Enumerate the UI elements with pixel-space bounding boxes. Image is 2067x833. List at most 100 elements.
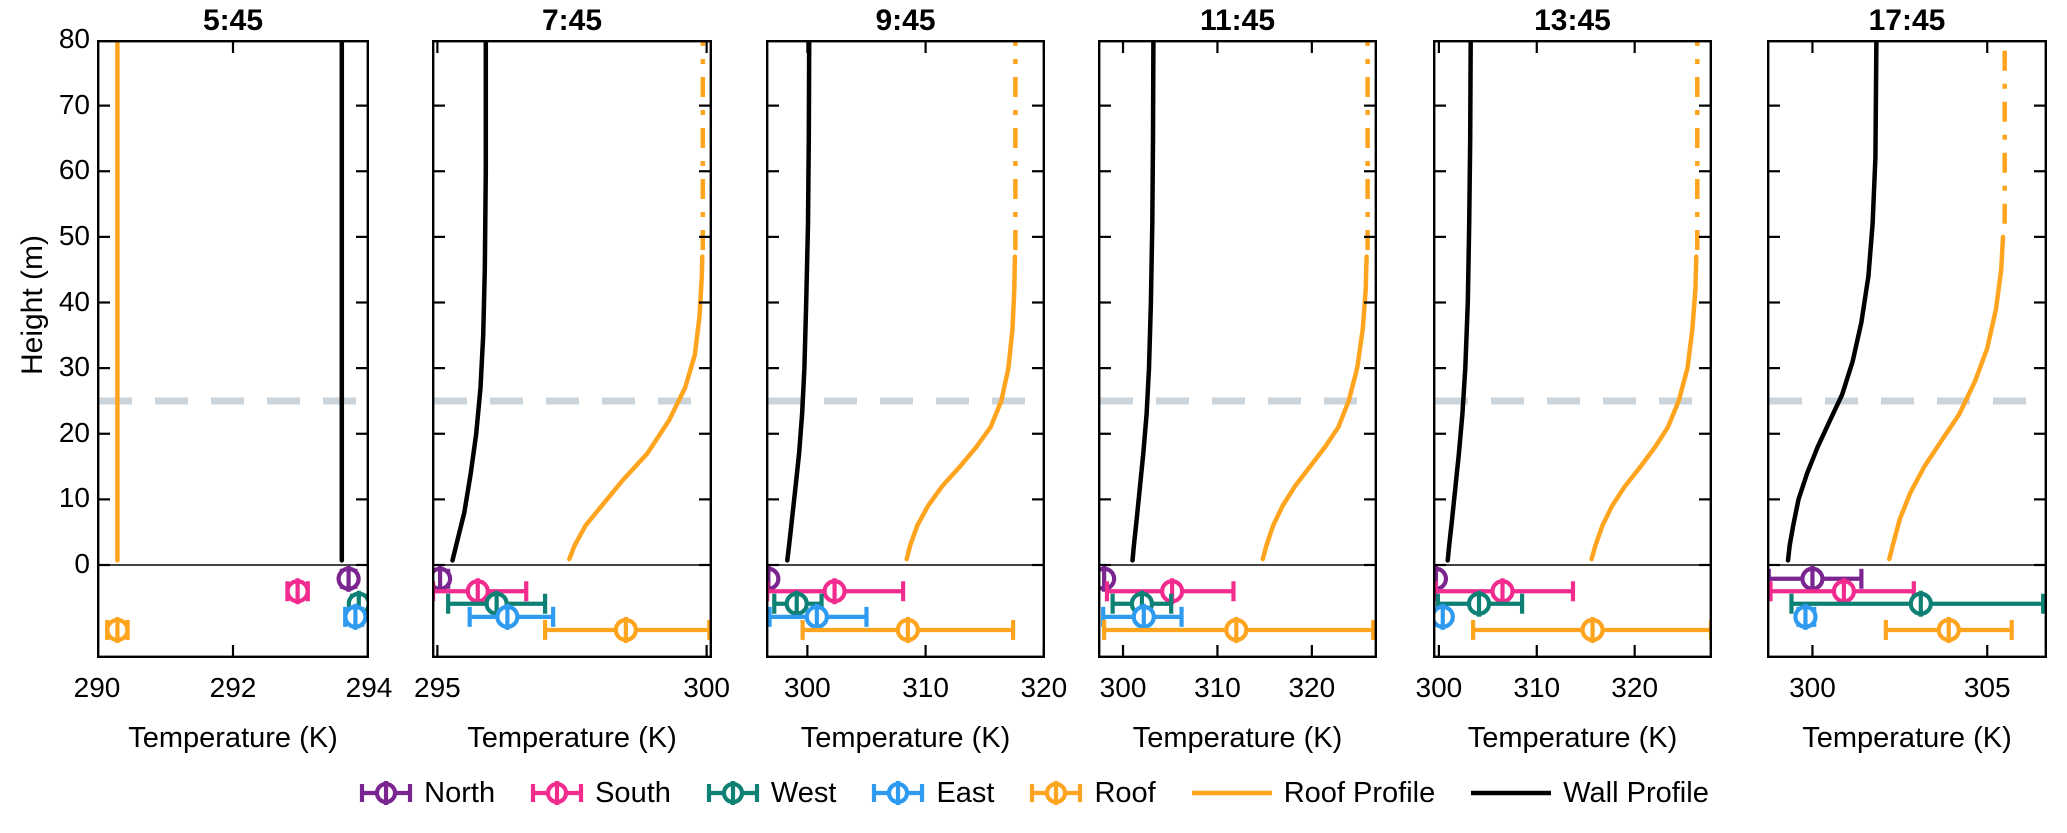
errorbar-marker-icon: [872, 781, 925, 805]
panel-title: 5:45: [202, 4, 264, 37]
x-tick-label: 294: [345, 672, 393, 703]
y-tick-label: 80: [58, 23, 90, 54]
x-tick-label: 295: [414, 672, 461, 703]
axes-box: [1767, 40, 2047, 658]
panel-945: 9:45 Temperature (K) 300 310 320: [766, 0, 1067, 833]
roof-profile-curve: [1589, 254, 1699, 562]
y-tick-label: 30: [58, 351, 90, 383]
x-tick-label: 310: [1513, 672, 1561, 703]
x-axis-label: Temperature (K): [1802, 722, 2012, 754]
x-axis-label: Temperature (K): [800, 722, 1011, 754]
marker-east: [1433, 603, 1455, 630]
legend-item-west: West: [705, 776, 837, 810]
x-tick-label: 300: [784, 672, 831, 703]
y-tick-label: 20: [58, 416, 90, 448]
y-tick-label: 40: [58, 285, 90, 317]
marker-south: [285, 578, 310, 605]
roof-profile-curve: [1260, 254, 1369, 562]
errorbar-marker-icon: [530, 781, 584, 805]
x-axis-label: Temperature (K): [128, 722, 338, 754]
wall-profile-curve: [785, 40, 812, 563]
axes-box: [97, 40, 369, 658]
axes-box: [1098, 40, 1377, 658]
marker-west: [772, 590, 824, 617]
marker-east: [467, 603, 556, 630]
panel-plot: [97, 40, 369, 658]
marker-east: [1793, 603, 1818, 630]
marker-south: [766, 578, 906, 605]
panel-1345: 13:45 Temperature (K) 300 310 320: [1416, 0, 1712, 833]
wall-profile-curve: [1445, 40, 1473, 563]
x-axis-label: Temperature (K): [467, 722, 677, 754]
marker-east: [1101, 603, 1184, 630]
legend-item-south: South: [529, 776, 671, 810]
legend-item-roof: Roof: [1028, 776, 1156, 810]
errorbar-marker-icon: [360, 781, 413, 805]
wall-profile-curve: [1130, 40, 1156, 563]
marker-south: [1768, 578, 1916, 605]
panel-title: 11:45: [1199, 4, 1276, 37]
axes-box: [766, 40, 1045, 658]
panel-745: 7:45 Temperature (K) 295 300: [414, 0, 730, 833]
marker-north: [1098, 565, 1117, 592]
line-sample-icon: [1471, 790, 1552, 796]
roof-profile-curve: [567, 254, 705, 562]
marker-roof: [105, 616, 130, 643]
x-tick-label: 320: [1611, 672, 1659, 703]
legend-item-north: North: [358, 776, 495, 810]
panel-plot: [766, 40, 1045, 658]
legend-label: South: [595, 776, 671, 809]
panel-plot: [432, 40, 712, 658]
panel-1745: 17:45 Temperature (K) 300 305: [1767, 0, 2047, 833]
legend-label: East: [936, 776, 995, 809]
x-tick-label: 300: [1789, 672, 1836, 703]
y-tick-label: 0: [74, 548, 90, 579]
marker-roof: [1102, 616, 1376, 643]
marker-roof: [1471, 616, 1712, 643]
legend-item-east: East: [870, 776, 994, 810]
x-tick-label: 300: [1415, 672, 1463, 703]
legend-item-roof-profile: Roof Profile: [1190, 776, 1436, 810]
wall-profile-curve: [1785, 40, 1879, 563]
panel-title: 17:45: [1868, 4, 1946, 37]
x-tick-label: 305: [1963, 672, 2011, 703]
marker-east: [343, 603, 368, 630]
errorbar-marker-icon: [706, 781, 759, 805]
y-tick-label: 70: [58, 88, 90, 120]
x-tick-label: 310: [902, 672, 949, 703]
roof-profile-curve: [904, 254, 1018, 562]
roof-profile-curve: [1887, 234, 2006, 562]
y-tick-label: 60: [58, 154, 90, 186]
legend-label: Wall Profile: [1563, 776, 1709, 809]
x-tick-label: 300: [683, 672, 730, 703]
legend: North South West East Roof Roof Profile Wall P…: [0, 776, 2067, 810]
x-axis-label: Temperature (K): [1132, 722, 1343, 754]
marker-east: [767, 603, 869, 630]
x-axis-label: Temperature (K): [1467, 722, 1678, 754]
x-tick-label: 300: [1099, 672, 1147, 703]
x-tick-label: 320: [1020, 672, 1068, 703]
axes-box: [1433, 40, 1712, 658]
axes-box: [432, 40, 712, 658]
marker-roof: [542, 616, 712, 643]
legend-label: West: [770, 776, 837, 809]
legend-label: North: [424, 776, 496, 809]
legend-label: Roof Profile: [1283, 776, 1436, 809]
marker-roof: [1883, 616, 2014, 643]
legend-label: Roof: [1094, 776, 1156, 809]
line-sample-icon: [1191, 790, 1272, 796]
legend-item-wall-profile: Wall Profile: [1469, 776, 1709, 810]
panel-545: 5:45 Temperature (K) 290 292 294 0 10 20 30 40 50 6…: [59, 0, 393, 833]
errorbar-marker-icon: [1030, 781, 1083, 805]
panel-title: 7:45: [541, 4, 603, 37]
y-tick-label: 10: [58, 482, 90, 514]
x-tick-label: 320: [1288, 672, 1336, 703]
marker-north: [336, 565, 361, 592]
y-tick-label: 50: [58, 219, 90, 251]
panel-plot: [1767, 40, 2047, 658]
marker-west: [1789, 590, 2046, 617]
panel-plot: [1433, 40, 1712, 658]
wall-profile-curve: [450, 40, 489, 563]
marker-roof: [800, 616, 1016, 643]
panel-title: 9:45: [875, 4, 936, 37]
